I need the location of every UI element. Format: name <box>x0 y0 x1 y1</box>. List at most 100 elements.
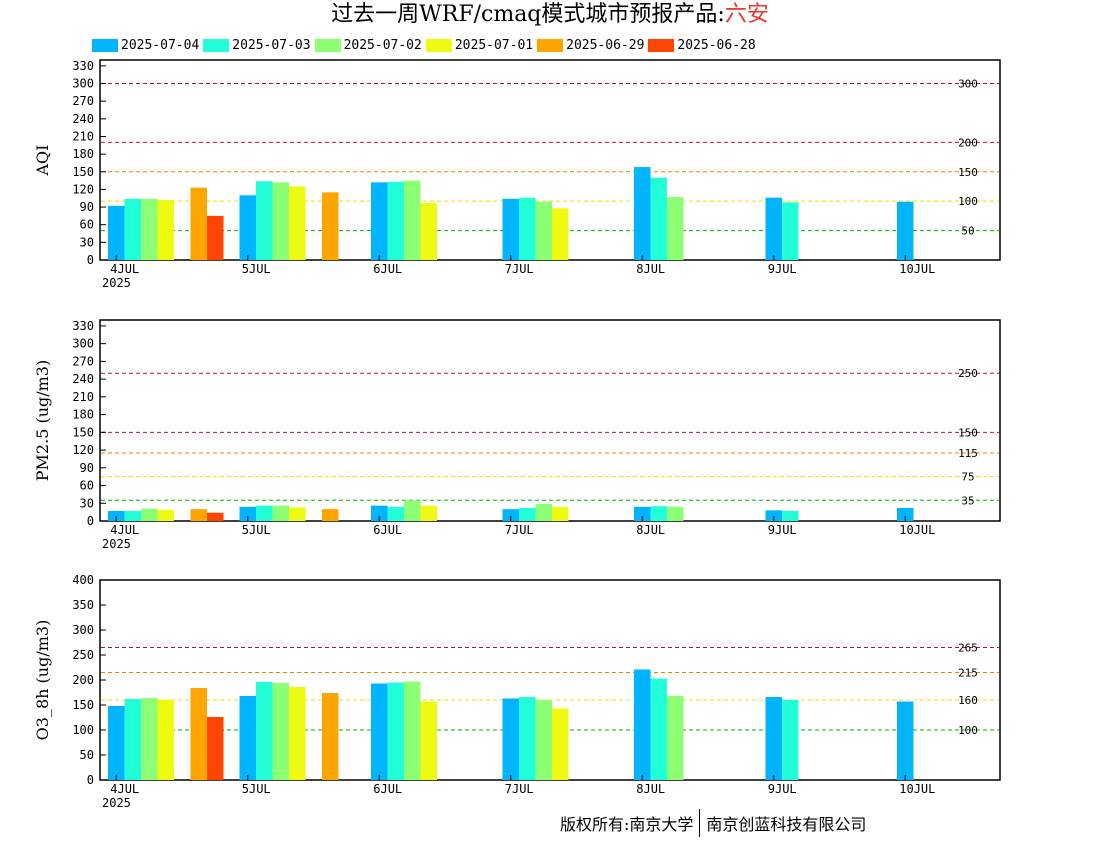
bar <box>207 512 224 521</box>
bar <box>239 506 256 521</box>
legend-item: 2025-07-02 <box>314 36 422 54</box>
chart-panel-2: 250 150 115 75 35 0 30 60 90 120 150 180 210 240 270 30… <box>33 319 1001 551</box>
bar <box>387 506 404 521</box>
bar <box>552 506 569 521</box>
legend-item: 2025-07-01 <box>425 36 533 54</box>
bar <box>502 698 519 780</box>
bar <box>782 202 799 260</box>
x-tick-label: 8JUL <box>636 262 665 276</box>
x-tick-label: 7JUL <box>505 262 534 276</box>
bar <box>371 683 388 780</box>
y-tick-label: 60 <box>80 479 94 493</box>
bar <box>239 696 256 780</box>
bar <box>519 197 536 260</box>
x-tick-label: 6JUL <box>373 523 402 537</box>
bar <box>667 696 684 780</box>
y-tick-label: 240 <box>72 112 94 126</box>
bar <box>765 697 782 780</box>
y-tick-label: 90 <box>80 461 94 475</box>
bar <box>322 509 339 521</box>
bar <box>519 697 536 780</box>
y-tick-label: 180 <box>72 408 94 422</box>
bar <box>387 682 404 780</box>
x-tick-label: 5JUL <box>242 782 271 796</box>
figure-title: 过去一周WRF/cmaq模式城市预报产品:六安 <box>0 0 1100 30</box>
bar <box>535 700 552 780</box>
threshold-label: 200 <box>958 136 978 149</box>
y-tick-label: 60 <box>80 218 94 232</box>
legend-swatch <box>92 38 118 52</box>
y-tick-label: 50 <box>80 748 94 762</box>
bar <box>157 509 174 521</box>
y-tick-label: 240 <box>72 372 94 386</box>
y-tick-label: 300 <box>72 77 94 91</box>
y-tick-label: 180 <box>72 147 94 161</box>
bar <box>190 688 207 780</box>
y-tick-label: 150 <box>72 425 94 439</box>
bar <box>420 505 437 521</box>
y-axis-label: AQI <box>33 145 52 177</box>
y-tick-label: 400 <box>72 573 94 587</box>
y-tick-label: 0 <box>87 253 94 267</box>
bar <box>552 708 569 780</box>
copyright-footer: 版权所有:南京大学 南京创蓝科技有限公司 <box>560 808 866 838</box>
y-tick-label: 30 <box>80 496 94 510</box>
bar <box>124 510 141 521</box>
y-tick-label: 330 <box>72 319 94 333</box>
bar <box>256 181 273 260</box>
bar <box>387 181 404 260</box>
y-tick-label: 270 <box>72 94 94 108</box>
y-tick-label: 0 <box>87 514 94 528</box>
y-tick-label: 210 <box>72 129 94 143</box>
y-tick-label: 350 <box>72 598 94 612</box>
bar <box>190 509 207 521</box>
y-axis-label: PM2.5 (ug/m3) <box>33 360 52 481</box>
x-tick-label: 10JUL <box>899 523 935 537</box>
bar <box>141 698 158 780</box>
bar <box>897 701 914 780</box>
bar <box>256 682 273 780</box>
threshold-label: 265 <box>958 642 978 655</box>
x-year-label: 2025 <box>102 276 131 290</box>
legend-item: 2025-07-03 <box>203 36 311 54</box>
legend-label: 2025-06-29 <box>566 37 645 53</box>
bar <box>502 198 519 260</box>
chart-panel-1: 300 200 150 100 50 0 30 60 90 120 150 180 210 240 270 3… <box>33 59 1001 290</box>
bar <box>157 699 174 780</box>
bar <box>897 201 914 260</box>
bar <box>519 507 536 521</box>
threshold-label: 100 <box>958 195 978 208</box>
bar <box>535 503 552 521</box>
bar <box>289 507 306 521</box>
bar <box>141 198 158 260</box>
threshold-label: 150 <box>958 426 978 439</box>
bar <box>650 678 667 780</box>
bar <box>765 197 782 260</box>
bar <box>634 167 651 260</box>
legend-label: 2025-06-28 <box>677 37 756 53</box>
y-tick-label: 300 <box>72 337 94 351</box>
bar <box>108 510 125 521</box>
y-tick-label: 250 <box>72 648 94 662</box>
legend-item: 2025-07-04 <box>92 36 199 54</box>
bar <box>207 717 224 780</box>
bar <box>552 208 569 260</box>
bar <box>108 706 125 780</box>
bar <box>272 683 289 780</box>
title-prefix: 过去一周WRF/cmaq模式城市预报产品: <box>331 2 725 27</box>
bar <box>322 693 339 780</box>
y-axis-label: O3_8h (ug/m3) <box>33 620 52 741</box>
x-tick-label: 6JUL <box>373 262 402 276</box>
y-tick-label: 150 <box>72 698 94 712</box>
x-tick-label: 9JUL <box>768 523 797 537</box>
bar <box>782 700 799 780</box>
legend-swatch <box>648 38 675 52</box>
bar <box>141 508 158 521</box>
title-city: 六安 <box>724 2 769 27</box>
bar <box>256 505 273 521</box>
bar <box>634 669 651 780</box>
x-tick-label: 5JUL <box>242 262 271 276</box>
x-tick-label: 10JUL <box>899 262 935 276</box>
bar <box>650 506 667 521</box>
y-tick-label: 150 <box>72 165 94 179</box>
